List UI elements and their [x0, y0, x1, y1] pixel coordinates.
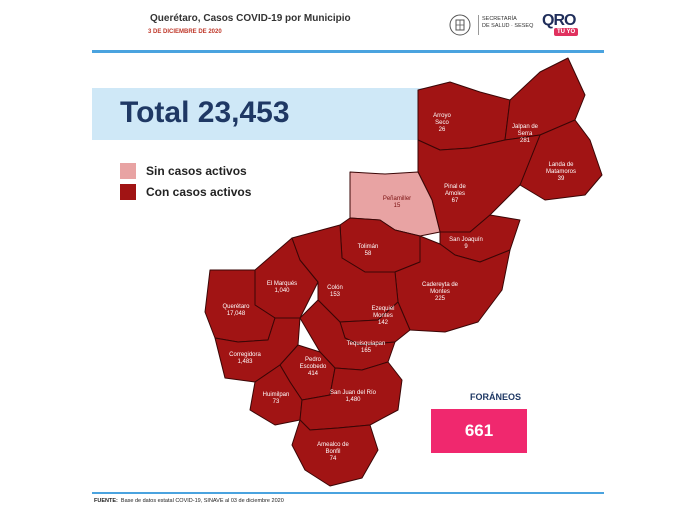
foraneos-value: 661 — [464, 421, 494, 440]
top-rule — [92, 50, 604, 53]
label-toliman: Tolimán 58 — [357, 244, 379, 257]
qro-logo: QRO — [542, 12, 576, 29]
label-arroyo-seco: Arroyo Seco 26 — [433, 113, 451, 133]
label-penamiller: Peñamiller 15 — [382, 196, 412, 209]
region-arroyo-seco — [417, 81, 511, 151]
label-el-marques: El Marqués 1,040 — [266, 281, 298, 294]
total-count: Total 23,453 — [120, 96, 290, 129]
secretaria-label: SECRETARÍA DE SALUD · SESEQ — [482, 16, 534, 29]
label-san-joaquin: San Joaquín 9 — [449, 237, 483, 250]
label-ezequiel: Ezequiel Montes 142 — [371, 306, 395, 326]
label-pedro-escobedo: Pedro Escobedo 414 — [299, 357, 327, 377]
legend-label-inactive: Sin casos activos — [146, 164, 247, 178]
header-date: 3 DE DICIEMBRE DE 2020 — [148, 29, 222, 35]
label-cadereyta: Cadereyta de Montes 225 — [421, 282, 459, 302]
foraneos-box: 661 — [431, 409, 527, 453]
label-jalpan: Jalpan de Serra 281 — [511, 124, 539, 144]
state-seal-icon — [449, 14, 471, 36]
legend-swatch-inactive — [120, 163, 136, 179]
label-landa: Landa de Matamoros 39 — [545, 162, 577, 182]
label-colon: Colón 153 — [327, 285, 343, 298]
foraneos-label: FORÁNEOS — [470, 392, 522, 402]
label-tequisquiapan: Tequisquiapan 165 — [346, 341, 386, 354]
label-pinal: Pinal de Amoles 67 — [444, 184, 466, 204]
label-amealco: Amealco de Bonfil 74 — [317, 442, 349, 462]
region-amealco — [291, 419, 379, 487]
legend-swatch-active — [120, 184, 136, 200]
label-san-juan: San Juan del Río 1,480 — [329, 390, 377, 403]
header-divider — [478, 15, 479, 35]
region-landa — [519, 119, 603, 201]
bottom-rule — [92, 492, 604, 494]
label-huimilpan: Huimilpan 73 — [262, 392, 290, 405]
source-note: FUENTE: Base de datos estatal COVID-19, … — [94, 498, 284, 504]
qro-logo-badge: TÚ YO — [554, 28, 579, 36]
label-corregidora: Corregidora 1,483 — [229, 352, 261, 365]
total-band — [92, 88, 444, 140]
legend-label-active: Con casos activos — [146, 185, 252, 199]
region-san-juan — [299, 361, 403, 431]
region-corregidora — [214, 317, 301, 383]
label-queretaro: Querétaro 17,048 — [222, 304, 250, 317]
header-title: Querétaro, Casos COVID-19 por Municipio — [150, 13, 351, 24]
